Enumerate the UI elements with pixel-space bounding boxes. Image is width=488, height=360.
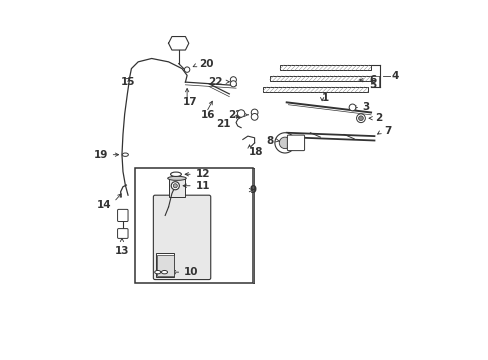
Circle shape xyxy=(279,137,290,149)
Circle shape xyxy=(230,81,236,87)
Text: 14: 14 xyxy=(96,200,111,210)
Text: 8: 8 xyxy=(266,135,273,145)
Ellipse shape xyxy=(161,270,167,274)
Circle shape xyxy=(251,109,258,116)
Circle shape xyxy=(230,77,236,83)
Ellipse shape xyxy=(170,172,181,176)
Text: 2: 2 xyxy=(374,113,382,123)
Bar xyxy=(269,76,370,81)
Circle shape xyxy=(251,113,258,120)
Ellipse shape xyxy=(154,270,161,274)
Ellipse shape xyxy=(167,176,186,180)
Text: 21: 21 xyxy=(216,119,230,129)
Text: 9: 9 xyxy=(249,185,257,195)
Bar xyxy=(135,168,252,283)
Text: 4: 4 xyxy=(390,71,398,81)
Text: 7: 7 xyxy=(383,126,390,136)
Circle shape xyxy=(237,110,244,117)
Text: 17: 17 xyxy=(183,97,197,107)
Text: 5: 5 xyxy=(368,81,376,90)
Circle shape xyxy=(348,104,355,111)
Text: 12: 12 xyxy=(195,169,210,179)
Circle shape xyxy=(171,182,179,190)
Circle shape xyxy=(184,67,189,72)
Text: 11: 11 xyxy=(195,181,210,191)
Text: 20: 20 xyxy=(199,59,213,69)
Text: 1: 1 xyxy=(322,93,329,103)
Bar xyxy=(263,87,367,92)
Text: 13: 13 xyxy=(115,246,129,256)
Text: 19: 19 xyxy=(93,150,107,160)
Ellipse shape xyxy=(122,153,128,156)
Text: 3: 3 xyxy=(362,103,369,112)
Text: 16: 16 xyxy=(200,110,215,120)
Text: 22: 22 xyxy=(228,110,243,120)
Bar xyxy=(168,178,185,197)
Circle shape xyxy=(274,133,295,153)
Text: 6: 6 xyxy=(368,75,376,85)
Text: 15: 15 xyxy=(121,77,135,87)
Bar xyxy=(279,65,370,70)
Text: 10: 10 xyxy=(183,267,198,277)
Circle shape xyxy=(358,116,363,121)
Bar xyxy=(157,255,173,275)
FancyBboxPatch shape xyxy=(153,195,210,280)
Bar xyxy=(155,253,174,277)
Circle shape xyxy=(356,114,365,123)
FancyBboxPatch shape xyxy=(117,229,128,238)
FancyBboxPatch shape xyxy=(117,210,128,221)
Text: 18: 18 xyxy=(248,147,263,157)
Text: 22: 22 xyxy=(207,77,222,87)
Circle shape xyxy=(173,184,177,188)
FancyBboxPatch shape xyxy=(287,135,304,150)
